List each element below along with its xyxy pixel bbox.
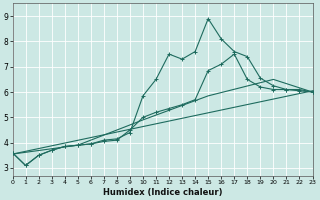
- X-axis label: Humidex (Indice chaleur): Humidex (Indice chaleur): [103, 188, 222, 197]
